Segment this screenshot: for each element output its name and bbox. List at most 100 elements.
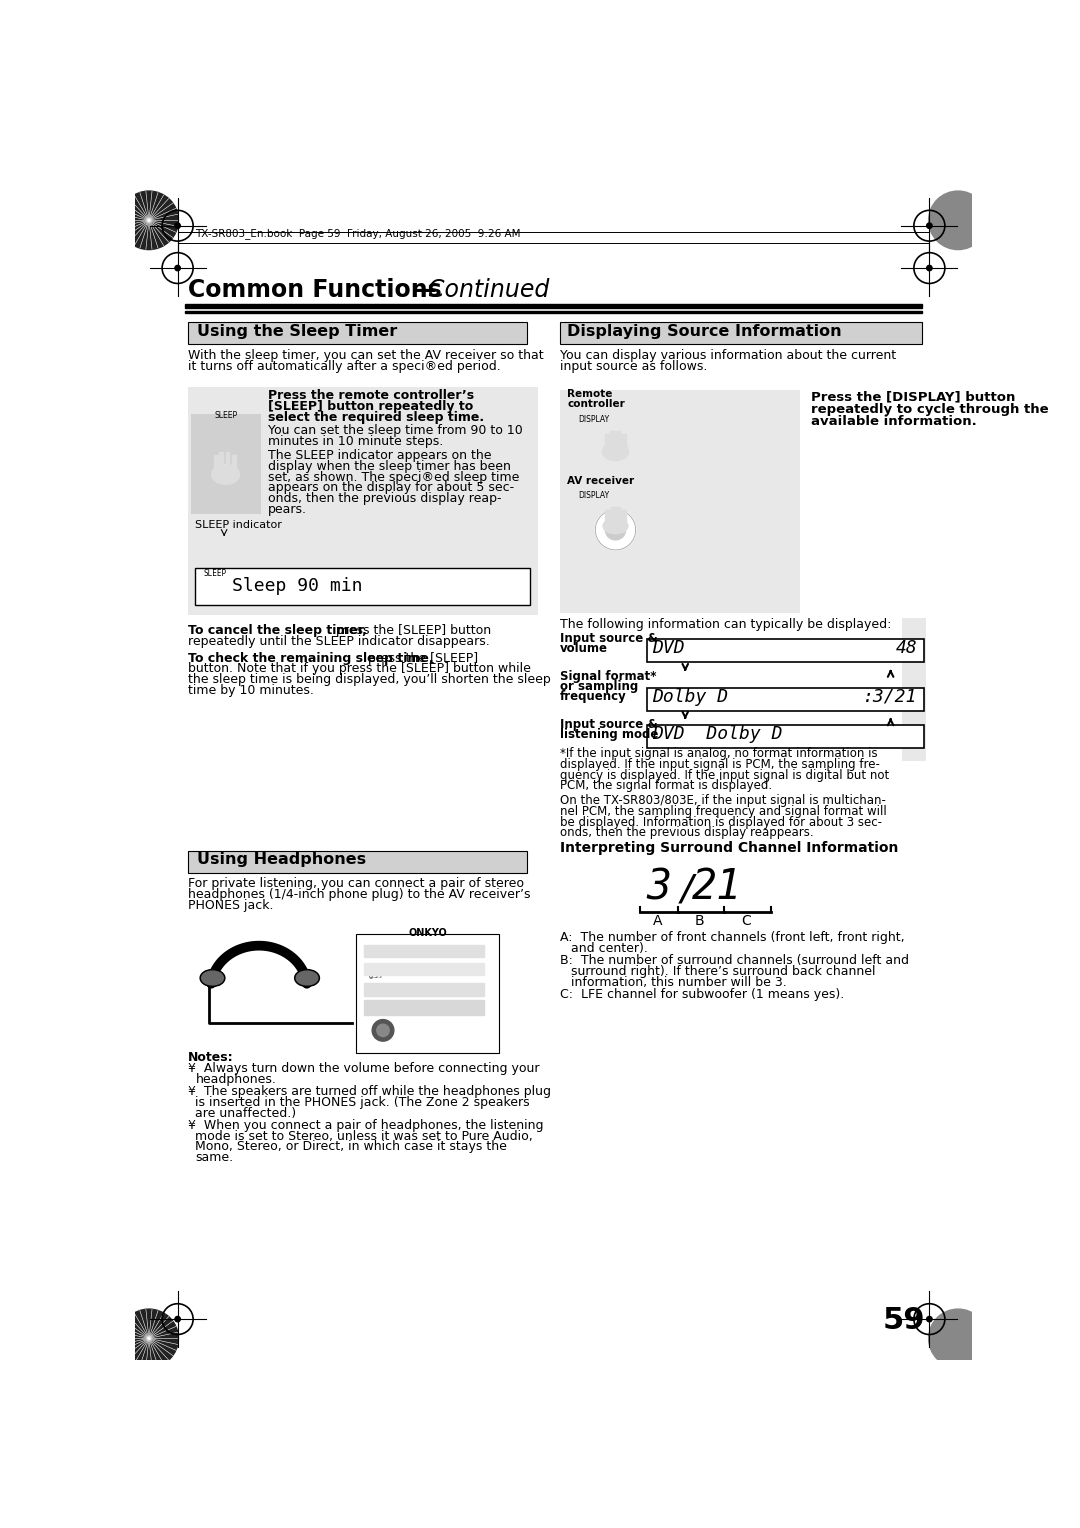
Text: g.3.F: g.3.F xyxy=(369,973,384,979)
Text: C:  LFE channel for subwoofer (1 means yes).: C: LFE channel for subwoofer (1 means ye… xyxy=(559,989,843,1001)
Text: surround right). If there’s surround back channel: surround right). If there’s surround bac… xyxy=(570,964,875,978)
FancyBboxPatch shape xyxy=(356,934,499,1053)
Text: —: — xyxy=(413,278,436,303)
Text: DVD  Dolby D: DVD Dolby D xyxy=(652,724,782,743)
Text: On the TX-SR803/803E, if the input signal is multichan-: On the TX-SR803/803E, if the input signa… xyxy=(559,795,886,807)
Text: nel PCM, the sampling frequency and signal format will: nel PCM, the sampling frequency and sign… xyxy=(559,805,887,817)
FancyBboxPatch shape xyxy=(559,322,922,344)
Text: ¥  Always turn down the volume before connecting your: ¥ Always turn down the volume before con… xyxy=(188,1062,539,1074)
Text: Continued: Continued xyxy=(428,278,550,303)
Text: onds, then the previous display reap-: onds, then the previous display reap- xyxy=(268,492,502,506)
Bar xyxy=(186,312,921,313)
FancyBboxPatch shape xyxy=(195,568,530,605)
Text: display when the sleep timer has been: display when the sleep timer has been xyxy=(268,460,511,472)
Text: DVD: DVD xyxy=(652,639,685,657)
Text: Press the remote controller’s: Press the remote controller’s xyxy=(268,390,474,402)
Text: Displaying Source Information: Displaying Source Information xyxy=(567,324,842,339)
Text: Using Headphones: Using Headphones xyxy=(197,853,366,866)
Text: 21: 21 xyxy=(691,866,742,909)
FancyBboxPatch shape xyxy=(188,851,527,872)
Text: is inserted in the PHONES jack. (The Zone 2 speakers: is inserted in the PHONES jack. (The Zon… xyxy=(195,1096,530,1109)
Text: headphones (1/4-inch phone plug) to the AV receiver’s: headphones (1/4-inch phone plug) to the … xyxy=(188,888,530,902)
Text: A: A xyxy=(652,914,662,927)
Text: ONKYO: ONKYO xyxy=(408,929,447,938)
Bar xyxy=(364,963,484,975)
Text: same.: same. xyxy=(195,1151,233,1164)
Text: press the [SLEEP]: press the [SLEEP] xyxy=(364,651,477,665)
Text: Dolby D: Dolby D xyxy=(652,688,728,706)
Text: set, as shown. The speci®ed sleep time: set, as shown. The speci®ed sleep time xyxy=(268,471,519,483)
Text: B: B xyxy=(694,914,704,927)
Bar xyxy=(186,304,921,309)
Text: it turns off automatically after a speci®ed period.: it turns off automatically after a speci… xyxy=(188,359,500,373)
Text: button. Note that if you press the [SLEEP] button while: button. Note that if you press the [SLEE… xyxy=(188,662,530,675)
Text: Notes:: Notes: xyxy=(188,1051,233,1063)
FancyBboxPatch shape xyxy=(559,390,800,613)
Circle shape xyxy=(175,223,180,228)
FancyBboxPatch shape xyxy=(647,688,924,711)
Text: headphones.: headphones. xyxy=(195,1073,276,1086)
Text: available information.: available information. xyxy=(811,416,976,428)
Text: volume: volume xyxy=(559,642,608,656)
Text: Using the Sleep Timer: Using the Sleep Timer xyxy=(197,324,397,339)
Circle shape xyxy=(120,1309,178,1368)
Text: DISPLAY: DISPLAY xyxy=(578,490,609,500)
Text: minutes in 10 minute steps.: minutes in 10 minute steps. xyxy=(268,435,444,448)
Text: Input source &: Input source & xyxy=(559,718,658,730)
Bar xyxy=(232,455,237,471)
Circle shape xyxy=(929,1309,987,1368)
Text: SLEEP: SLEEP xyxy=(214,411,238,420)
Ellipse shape xyxy=(200,970,225,987)
Text: For private listening, you can connect a pair of stereo: For private listening, you can connect a… xyxy=(188,877,524,891)
Circle shape xyxy=(929,191,987,249)
Bar xyxy=(364,984,484,996)
Ellipse shape xyxy=(212,465,240,484)
Text: are unaffected.): are unaffected.) xyxy=(195,1106,297,1120)
FancyBboxPatch shape xyxy=(188,388,538,614)
Text: onds, then the previous display reappears.: onds, then the previous display reappear… xyxy=(559,827,813,839)
Bar xyxy=(610,431,615,448)
Text: Common Functions: Common Functions xyxy=(188,278,442,303)
Text: To cancel the sleep timer,: To cancel the sleep timer, xyxy=(188,623,366,637)
Text: controller: controller xyxy=(567,399,625,410)
Ellipse shape xyxy=(295,970,320,987)
Circle shape xyxy=(595,510,636,550)
Text: C: C xyxy=(741,914,751,927)
Text: :3/21: :3/21 xyxy=(863,688,918,706)
Text: With the sleep timer, you can set the AV receiver so that: With the sleep timer, you can set the AV… xyxy=(188,348,543,362)
Bar xyxy=(606,510,610,523)
Text: information, this number will be 3.: information, this number will be 3. xyxy=(570,976,786,989)
Text: Sleep 90 min: Sleep 90 min xyxy=(232,578,363,596)
Bar xyxy=(364,999,484,1015)
Text: SLEEP: SLEEP xyxy=(369,964,388,970)
Text: Input source &: Input source & xyxy=(559,633,658,645)
Circle shape xyxy=(927,266,932,270)
Text: repeatedly until the SLEEP indicator disappears.: repeatedly until the SLEEP indicator dis… xyxy=(188,634,489,648)
FancyBboxPatch shape xyxy=(191,414,260,515)
Text: 48: 48 xyxy=(896,639,918,657)
Ellipse shape xyxy=(202,972,224,986)
FancyBboxPatch shape xyxy=(188,322,527,344)
Text: PCM, the signal format is displayed.: PCM, the signal format is displayed. xyxy=(559,779,772,793)
Text: The following information can typically be displayed:: The following information can typically … xyxy=(559,619,891,631)
Text: TX-SR803_En.book  Page 59  Friday, August 26, 2005  9:26 AM: TX-SR803_En.book Page 59 Friday, August … xyxy=(195,228,521,238)
Text: mode is set to Stereo, unless it was set to Pure Audio,: mode is set to Stereo, unless it was set… xyxy=(195,1129,534,1143)
Bar xyxy=(616,507,620,523)
Bar xyxy=(611,507,616,523)
Circle shape xyxy=(927,1317,932,1322)
Text: the sleep time is being displayed, you’ll shorten the sleep: the sleep time is being displayed, you’l… xyxy=(188,674,551,686)
Text: or sampling: or sampling xyxy=(559,680,638,694)
Text: B:  The number of surround channels (surround left and: B: The number of surround channels (surr… xyxy=(559,953,908,967)
Text: To check the remaining sleep time,: To check the remaining sleep time, xyxy=(188,651,433,665)
Circle shape xyxy=(927,223,932,228)
Circle shape xyxy=(606,520,625,539)
Ellipse shape xyxy=(603,442,629,460)
Text: The SLEEP indicator appears on the: The SLEEP indicator appears on the xyxy=(268,449,491,461)
Text: SLEEP indicator: SLEEP indicator xyxy=(195,520,282,530)
Ellipse shape xyxy=(296,972,318,986)
Text: Remote: Remote xyxy=(567,390,612,399)
Text: listening mode: listening mode xyxy=(559,727,658,741)
Text: You can set the sleep time from 90 to 10: You can set the sleep time from 90 to 10 xyxy=(268,425,523,437)
Text: pears.: pears. xyxy=(268,503,308,516)
Text: and center).: and center). xyxy=(570,941,647,955)
